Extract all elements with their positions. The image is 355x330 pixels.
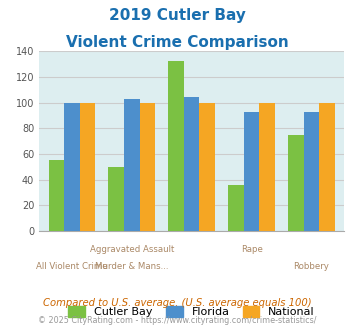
Bar xyxy=(80,103,95,231)
Text: Robbery: Robbery xyxy=(294,262,329,271)
Bar xyxy=(304,112,319,231)
Text: Violent Crime Comparison: Violent Crime Comparison xyxy=(66,35,289,50)
Text: © 2025 CityRating.com - https://www.cityrating.com/crime-statistics/: © 2025 CityRating.com - https://www.city… xyxy=(38,316,317,325)
Bar xyxy=(168,61,184,231)
Bar xyxy=(109,167,124,231)
Bar xyxy=(244,112,260,231)
Text: All Violent Crime: All Violent Crime xyxy=(36,262,108,271)
Bar xyxy=(49,160,64,231)
Bar xyxy=(200,103,215,231)
Bar xyxy=(140,103,155,231)
Text: Rape: Rape xyxy=(241,246,262,254)
Bar xyxy=(124,99,140,231)
Bar xyxy=(184,97,200,231)
Bar xyxy=(288,135,304,231)
Text: Compared to U.S. average. (U.S. average equals 100): Compared to U.S. average. (U.S. average … xyxy=(43,298,312,308)
Bar xyxy=(64,103,80,231)
Text: Aggravated Assault: Aggravated Assault xyxy=(90,246,174,254)
Bar xyxy=(260,103,275,231)
Bar xyxy=(228,185,244,231)
Text: 2019 Cutler Bay: 2019 Cutler Bay xyxy=(109,8,246,23)
Text: Murder & Mans...: Murder & Mans... xyxy=(95,262,169,271)
Bar xyxy=(319,103,335,231)
Legend: Cutler Bay, Florida, National: Cutler Bay, Florida, National xyxy=(64,301,320,322)
